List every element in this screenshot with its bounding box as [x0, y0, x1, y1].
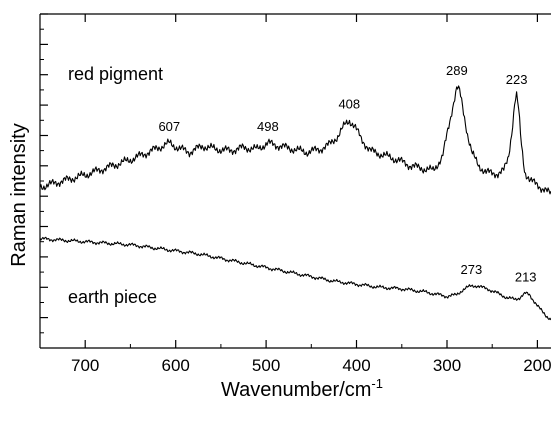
peak-annotations: 607 498 408 289 223 273 213 — [158, 63, 536, 284]
x-tick-label-400: 400 — [342, 356, 370, 375]
series-label-earth-piece: earth piece — [68, 287, 157, 307]
peak-label-408: 408 — [338, 96, 360, 111]
y-axis-title: Raman intensity — [8, 123, 30, 266]
x-axis-title: Wavenumber/cm-1 — [221, 376, 383, 401]
peak-label-273: 273 — [461, 262, 483, 277]
x-tick-label-500: 500 — [252, 356, 280, 375]
y-axis-ticks — [40, 13, 48, 334]
peak-label-289: 289 — [446, 63, 468, 78]
series-line-earth-piece — [39, 236, 551, 321]
series-label-red-pigment: red pigment — [68, 64, 163, 84]
series-lines — [39, 85, 551, 321]
peak-label-223: 223 — [506, 72, 528, 87]
x-axis-title-superscript: -1 — [371, 376, 383, 391]
x-axis-title-text: Wavenumber/cm — [221, 379, 371, 401]
x-tick-label-700: 700 — [71, 356, 99, 375]
x-tick-label-300: 300 — [433, 356, 461, 375]
peak-label-498: 498 — [257, 119, 279, 134]
peak-label-607: 607 — [158, 119, 180, 134]
x-tick-label-600: 600 — [162, 356, 190, 375]
series-line-red-pigment — [39, 85, 551, 195]
peak-label-213: 213 — [515, 269, 537, 284]
x-tick-label-200: 200 — [523, 356, 551, 375]
x-axis-ticks: 700 600 500 400 300 200 — [39, 14, 551, 375]
